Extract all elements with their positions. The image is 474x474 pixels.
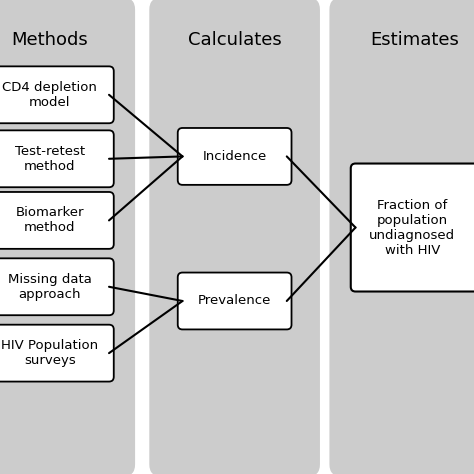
FancyBboxPatch shape <box>178 128 292 185</box>
Text: HIV Population
surveys: HIV Population surveys <box>1 339 98 367</box>
FancyBboxPatch shape <box>0 192 114 249</box>
FancyBboxPatch shape <box>0 258 114 315</box>
Text: Calculates: Calculates <box>188 31 282 49</box>
FancyBboxPatch shape <box>0 0 135 474</box>
Text: Methods: Methods <box>11 31 88 49</box>
FancyBboxPatch shape <box>0 325 114 382</box>
Text: Prevalence: Prevalence <box>198 294 271 308</box>
Text: CD4 depletion
model: CD4 depletion model <box>2 81 97 109</box>
FancyBboxPatch shape <box>178 273 292 329</box>
Text: Missing data
approach: Missing data approach <box>8 273 91 301</box>
Text: Fraction of
population
undiagnosed
with HIV: Fraction of population undiagnosed with … <box>369 199 456 256</box>
Text: Test-retest
method: Test-retest method <box>15 145 85 173</box>
FancyBboxPatch shape <box>0 66 114 123</box>
FancyBboxPatch shape <box>0 130 114 187</box>
FancyBboxPatch shape <box>329 0 474 474</box>
Text: Estimates: Estimates <box>370 31 459 49</box>
FancyBboxPatch shape <box>351 164 474 292</box>
Text: Biomarker
method: Biomarker method <box>16 206 84 235</box>
Text: Incidence: Incidence <box>202 150 267 163</box>
FancyBboxPatch shape <box>149 0 320 474</box>
